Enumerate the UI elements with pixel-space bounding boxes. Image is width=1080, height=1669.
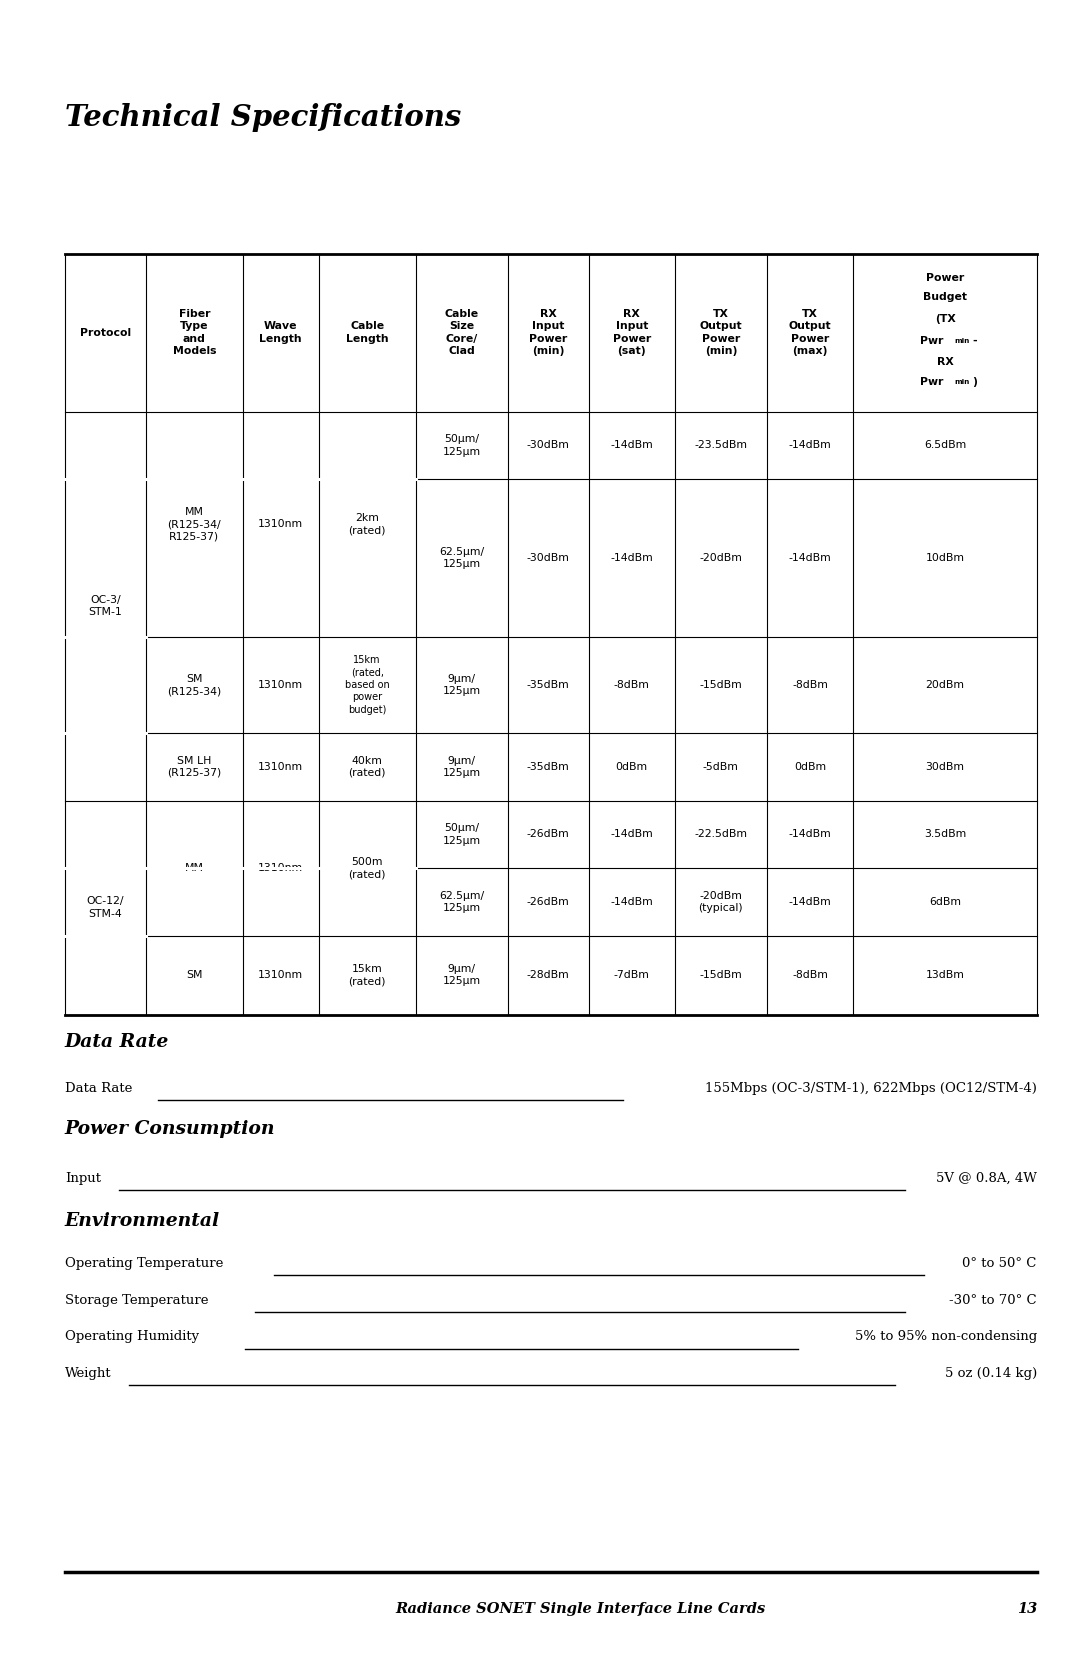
Text: 62.5μm/
125μm: 62.5μm/ 125μm <box>440 891 484 913</box>
Text: TX
Output
Power
(min): TX Output Power (min) <box>700 309 742 355</box>
Text: -7dBm: -7dBm <box>613 970 650 980</box>
Text: RX
Input
Power
(min): RX Input Power (min) <box>529 309 567 355</box>
Text: Protocol: Protocol <box>80 327 131 337</box>
Text: -35dBm: -35dBm <box>527 761 569 771</box>
Text: Fiber
Type
and
Models: Fiber Type and Models <box>173 309 216 355</box>
Text: -14dBm: -14dBm <box>788 829 832 840</box>
Text: 20dBm: 20dBm <box>926 679 964 689</box>
Text: RX
Input
Power
(sat): RX Input Power (sat) <box>612 309 651 355</box>
Text: 1310nm: 1310nm <box>258 970 303 980</box>
Text: 2km
(rated): 2km (rated) <box>349 512 386 536</box>
Text: 5V @ 0.8A, 4W: 5V @ 0.8A, 4W <box>936 1172 1037 1185</box>
Text: Cable
Size
Core/
Clad: Cable Size Core/ Clad <box>445 309 478 355</box>
Text: 0° to 50° C: 0° to 50° C <box>962 1257 1037 1270</box>
Text: -30dBm: -30dBm <box>527 552 569 562</box>
Text: -14dBm: -14dBm <box>788 896 832 906</box>
Text: -14dBm: -14dBm <box>610 896 653 906</box>
Text: -28dBm: -28dBm <box>527 970 569 980</box>
Text: Power Consumption: Power Consumption <box>65 1120 275 1138</box>
Text: OC-3/
STM-1: OC-3/ STM-1 <box>89 594 122 618</box>
Text: -22.5dBm: -22.5dBm <box>694 829 747 840</box>
Text: 5% to 95% non-condensing: 5% to 95% non-condensing <box>854 1330 1037 1344</box>
Text: 1310nm: 1310nm <box>258 519 303 529</box>
Text: Pwr: Pwr <box>920 335 944 345</box>
Text: min: min <box>955 339 970 344</box>
Text: OC-12/
STM-4: OC-12/ STM-4 <box>86 896 124 920</box>
Text: -23.5dBm: -23.5dBm <box>694 441 747 451</box>
Text: ): ) <box>972 377 977 387</box>
Text: 9μm/
125μm: 9μm/ 125μm <box>443 674 481 696</box>
Text: 6.5dBm: 6.5dBm <box>923 441 967 451</box>
Text: -30dBm: -30dBm <box>527 441 569 451</box>
Text: RX: RX <box>936 357 954 367</box>
Text: -20dBm
(typical): -20dBm (typical) <box>699 891 743 913</box>
Text: 50μm/
125μm: 50μm/ 125μm <box>443 823 481 846</box>
Text: -: - <box>972 335 976 345</box>
Text: Data Rate: Data Rate <box>65 1082 132 1095</box>
Text: 15km
(rated,
based on
power
budget): 15km (rated, based on power budget) <box>345 656 390 714</box>
Text: SM
(R125-34): SM (R125-34) <box>167 674 221 696</box>
Text: Cable
Length: Cable Length <box>346 322 389 344</box>
Text: 15km
(rated): 15km (rated) <box>349 965 386 986</box>
Text: 3.5dBm: 3.5dBm <box>923 829 967 840</box>
Text: -14dBm: -14dBm <box>610 552 653 562</box>
Text: 13dBm: 13dBm <box>926 970 964 980</box>
Text: Input: Input <box>65 1172 100 1185</box>
Text: 13: 13 <box>1016 1602 1037 1616</box>
Text: -35dBm: -35dBm <box>527 679 569 689</box>
Text: Storage Temperature: Storage Temperature <box>65 1293 208 1307</box>
Text: 0dBm: 0dBm <box>794 761 826 771</box>
Text: MM: MM <box>185 863 204 873</box>
Text: -14dBm: -14dBm <box>788 552 832 562</box>
Text: Pwr: Pwr <box>920 377 944 387</box>
Text: 9μm/
125μm: 9μm/ 125μm <box>443 756 481 778</box>
Text: 10dBm: 10dBm <box>926 552 964 562</box>
Text: -14dBm: -14dBm <box>610 829 653 840</box>
Text: -8dBm: -8dBm <box>792 970 828 980</box>
Text: 5 oz (0.14 kg): 5 oz (0.14 kg) <box>945 1367 1037 1380</box>
Text: Operating Temperature: Operating Temperature <box>65 1257 224 1270</box>
Text: Wave
Length: Wave Length <box>259 322 302 344</box>
Text: -14dBm: -14dBm <box>788 441 832 451</box>
Text: Weight: Weight <box>65 1367 111 1380</box>
Text: -8dBm: -8dBm <box>613 679 650 689</box>
Text: Power: Power <box>926 272 964 282</box>
Text: -15dBm: -15dBm <box>700 970 742 980</box>
Text: Environmental: Environmental <box>65 1212 220 1230</box>
Text: 1310nm: 1310nm <box>258 761 303 771</box>
Text: 500m
(rated): 500m (rated) <box>349 856 386 880</box>
Text: 62.5μm/
125μm: 62.5μm/ 125μm <box>440 547 484 569</box>
Text: Operating Humidity: Operating Humidity <box>65 1330 199 1344</box>
Text: 1310nm: 1310nm <box>258 679 303 689</box>
Text: 30dBm: 30dBm <box>926 761 964 771</box>
Text: SM: SM <box>186 970 203 980</box>
Text: min: min <box>955 379 970 386</box>
Text: 155Mbps (OC-3/STM-1), 622Mbps (OC12/STM-4): 155Mbps (OC-3/STM-1), 622Mbps (OC12/STM-… <box>705 1082 1037 1095</box>
Text: -8dBm: -8dBm <box>792 679 828 689</box>
Text: -30° to 70° C: -30° to 70° C <box>949 1293 1037 1307</box>
Text: MM
(R125-34/
R125-37): MM (R125-34/ R125-37) <box>167 507 221 542</box>
Text: -15dBm: -15dBm <box>700 679 742 689</box>
Text: 40km
(rated): 40km (rated) <box>349 756 386 778</box>
Text: -5dBm: -5dBm <box>703 761 739 771</box>
Text: 50μm/
125μm: 50μm/ 125μm <box>443 434 481 457</box>
Text: 0dBm: 0dBm <box>616 761 648 771</box>
Text: -26dBm: -26dBm <box>527 896 569 906</box>
Text: Radiance SONET Single Interface Line Cards: Radiance SONET Single Interface Line Car… <box>395 1602 766 1616</box>
Text: 6dBm: 6dBm <box>929 896 961 906</box>
Text: Data Rate: Data Rate <box>65 1033 170 1051</box>
Text: Budget: Budget <box>923 292 967 302</box>
Text: 9μm/
125μm: 9μm/ 125μm <box>443 965 481 986</box>
Text: Technical Specifications: Technical Specifications <box>65 103 461 132</box>
Text: SM LH
(R125-37): SM LH (R125-37) <box>167 756 221 778</box>
Text: -14dBm: -14dBm <box>610 441 653 451</box>
Text: TX
Output
Power
(max): TX Output Power (max) <box>788 309 832 355</box>
Text: -26dBm: -26dBm <box>527 829 569 840</box>
Text: 1310nm: 1310nm <box>258 863 303 873</box>
Text: -20dBm: -20dBm <box>700 552 742 562</box>
Text: (TX: (TX <box>934 314 956 324</box>
